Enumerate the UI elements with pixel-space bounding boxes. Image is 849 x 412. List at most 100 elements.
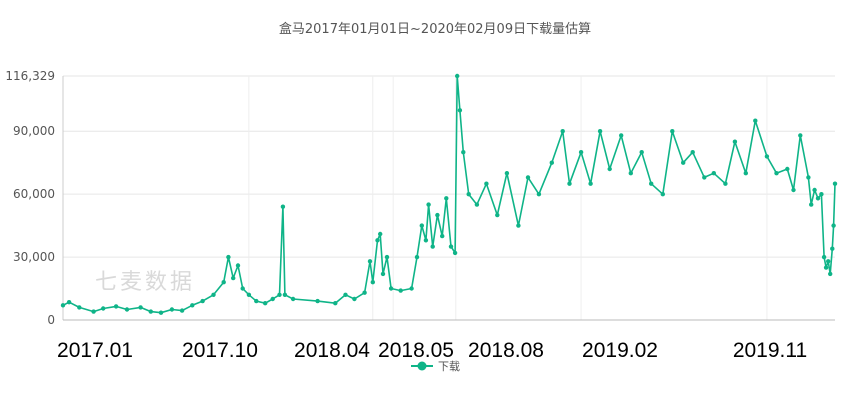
data-point [91, 309, 96, 314]
watermark: 七麦数据 [95, 270, 195, 295]
y-tick-label: 60,000 [13, 187, 55, 201]
data-point [791, 187, 796, 193]
data-point [448, 244, 454, 249]
data-point [423, 238, 429, 243]
data-point [723, 181, 728, 186]
data-point [567, 181, 572, 186]
data-point [457, 108, 463, 113]
data-point [77, 305, 82, 310]
chart-title: 盒马2017年01月01日~2020年02月09日下载量估算 [279, 21, 591, 37]
data-point [113, 304, 119, 309]
data-point [263, 301, 268, 306]
data-point [277, 292, 282, 297]
data-point [290, 296, 296, 302]
data-point [343, 292, 348, 297]
y-tick-label: 116,329 [5, 69, 55, 83]
data-point [806, 175, 811, 180]
data-point [333, 301, 338, 306]
data-point [690, 150, 695, 155]
legend-marker [417, 361, 427, 371]
data-point [362, 290, 367, 295]
data-point [231, 275, 236, 281]
data-point [440, 233, 445, 239]
data-point [607, 166, 612, 172]
data-point [221, 280, 226, 285]
y-tick-label: 90,000 [13, 124, 55, 138]
data-point [495, 212, 500, 218]
data-point [435, 212, 440, 218]
data-point [619, 133, 624, 138]
data-point [588, 181, 593, 186]
data-point [190, 303, 195, 308]
legend[interactable]: 下载 [411, 360, 460, 373]
data-point [819, 192, 824, 197]
series-download [60, 73, 838, 315]
data-point [732, 139, 738, 144]
data-point [370, 280, 375, 285]
data-point [426, 202, 431, 207]
x-tick-label: 2018.04 [294, 339, 370, 362]
data-point [375, 238, 380, 243]
data-point [798, 133, 803, 138]
data-point [828, 271, 833, 277]
data-point [830, 246, 835, 251]
data-point [660, 192, 665, 197]
data-point [764, 154, 770, 159]
data-point [549, 160, 554, 165]
data-point [179, 308, 185, 313]
data-point [826, 259, 831, 264]
x-axis: 2017.01 2017.10 2018.04 2018.05 2018.08 2019.… [57, 339, 807, 362]
x-tick-label: 2019.11 [733, 339, 807, 362]
x-tick-label: 2019.02 [582, 339, 658, 362]
data-point [681, 160, 686, 165]
data-point [280, 204, 286, 209]
y-tick-label: 30,000 [13, 250, 55, 264]
data-point [430, 244, 435, 249]
data-point [670, 129, 675, 134]
data-point [812, 187, 817, 193]
y-axis: 0 30,000 60,000 90,000 116,329 [5, 69, 835, 327]
x-tick-label: 2017.01 [57, 339, 133, 362]
data-point [240, 286, 245, 291]
data-point [66, 300, 72, 305]
data-point [409, 286, 414, 291]
data-point [378, 231, 383, 237]
data-point [60, 303, 66, 308]
data-point [270, 296, 275, 302]
data-point [398, 288, 403, 293]
data-point [743, 171, 748, 176]
data-point [455, 73, 460, 79]
data-point [158, 310, 164, 315]
data-point [560, 129, 565, 134]
data-point [711, 171, 716, 176]
data-point [254, 298, 259, 304]
data-point [823, 265, 829, 270]
data-point [821, 254, 827, 260]
data-point [785, 166, 790, 172]
data-point [101, 306, 106, 311]
data-point [235, 263, 241, 268]
data-point [148, 309, 153, 314]
data-point [649, 181, 654, 186]
data-point [536, 192, 542, 197]
data-point [444, 196, 449, 201]
data-point [452, 250, 458, 256]
data-point [246, 292, 252, 297]
data-point [831, 223, 836, 228]
data-point [380, 271, 386, 277]
data-point [200, 298, 205, 304]
data-point [516, 223, 521, 228]
data-point [388, 286, 394, 291]
data-point [124, 307, 130, 312]
x-tick-label: 2017.10 [182, 339, 258, 362]
legend-label: 下载 [438, 360, 460, 373]
data-point [815, 196, 821, 201]
data-point [809, 202, 814, 207]
data-point [414, 254, 420, 260]
data-point [367, 259, 373, 264]
data-point [832, 181, 838, 186]
data-point [169, 307, 175, 312]
x-tick-label: 2018.08 [468, 339, 544, 362]
data-point [525, 175, 531, 180]
